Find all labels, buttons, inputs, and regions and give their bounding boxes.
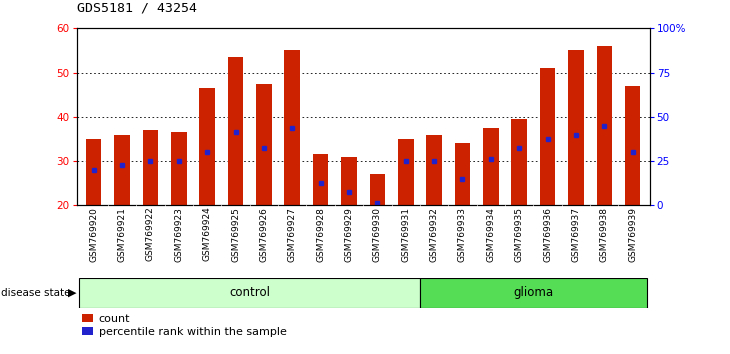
Bar: [539, 68, 556, 205]
Text: GSM769931: GSM769931: [402, 207, 410, 262]
Text: control: control: [229, 286, 270, 299]
Bar: [256, 84, 272, 205]
Bar: [142, 130, 158, 205]
Bar: [86, 139, 101, 205]
Text: GSM769939: GSM769939: [629, 207, 637, 262]
Text: GSM769936: GSM769936: [543, 207, 552, 262]
Text: GSM769921: GSM769921: [118, 207, 126, 262]
Bar: [341, 156, 357, 205]
Text: GSM769923: GSM769923: [174, 207, 183, 262]
Legend: count, percentile rank within the sample: count, percentile rank within the sample: [82, 314, 287, 337]
Text: GSM769928: GSM769928: [316, 207, 325, 262]
Text: GSM769935: GSM769935: [515, 207, 523, 262]
Text: GSM769920: GSM769920: [89, 207, 98, 262]
Text: GSM769929: GSM769929: [345, 207, 353, 262]
Bar: [228, 57, 243, 205]
Text: GSM769922: GSM769922: [146, 207, 155, 262]
Bar: [199, 88, 215, 205]
Text: GSM769930: GSM769930: [373, 207, 382, 262]
Bar: [398, 139, 413, 205]
Bar: [369, 175, 385, 205]
Bar: [171, 132, 187, 205]
Text: GSM769926: GSM769926: [259, 207, 269, 262]
Text: glioma: glioma: [513, 286, 553, 299]
Text: GSM769938: GSM769938: [600, 207, 609, 262]
Text: ▶: ▶: [68, 288, 77, 298]
Bar: [625, 86, 640, 205]
Text: GSM769933: GSM769933: [458, 207, 467, 262]
Bar: [285, 51, 300, 205]
Text: GSM769924: GSM769924: [203, 207, 212, 262]
Bar: [512, 119, 527, 205]
Text: GSM769934: GSM769934: [486, 207, 496, 262]
Bar: [568, 51, 584, 205]
Text: GSM769927: GSM769927: [288, 207, 297, 262]
Text: GSM769925: GSM769925: [231, 207, 240, 262]
Bar: [313, 154, 329, 205]
Bar: [426, 135, 442, 205]
Bar: [596, 46, 612, 205]
Bar: [114, 135, 130, 205]
Text: GDS5181 / 43254: GDS5181 / 43254: [77, 1, 196, 14]
Bar: [420, 278, 647, 308]
Bar: [483, 128, 499, 205]
Text: disease state: disease state: [1, 288, 70, 298]
Bar: [455, 143, 470, 205]
Text: GSM769932: GSM769932: [429, 207, 439, 262]
Text: GSM769937: GSM769937: [572, 207, 580, 262]
Bar: [80, 278, 420, 308]
